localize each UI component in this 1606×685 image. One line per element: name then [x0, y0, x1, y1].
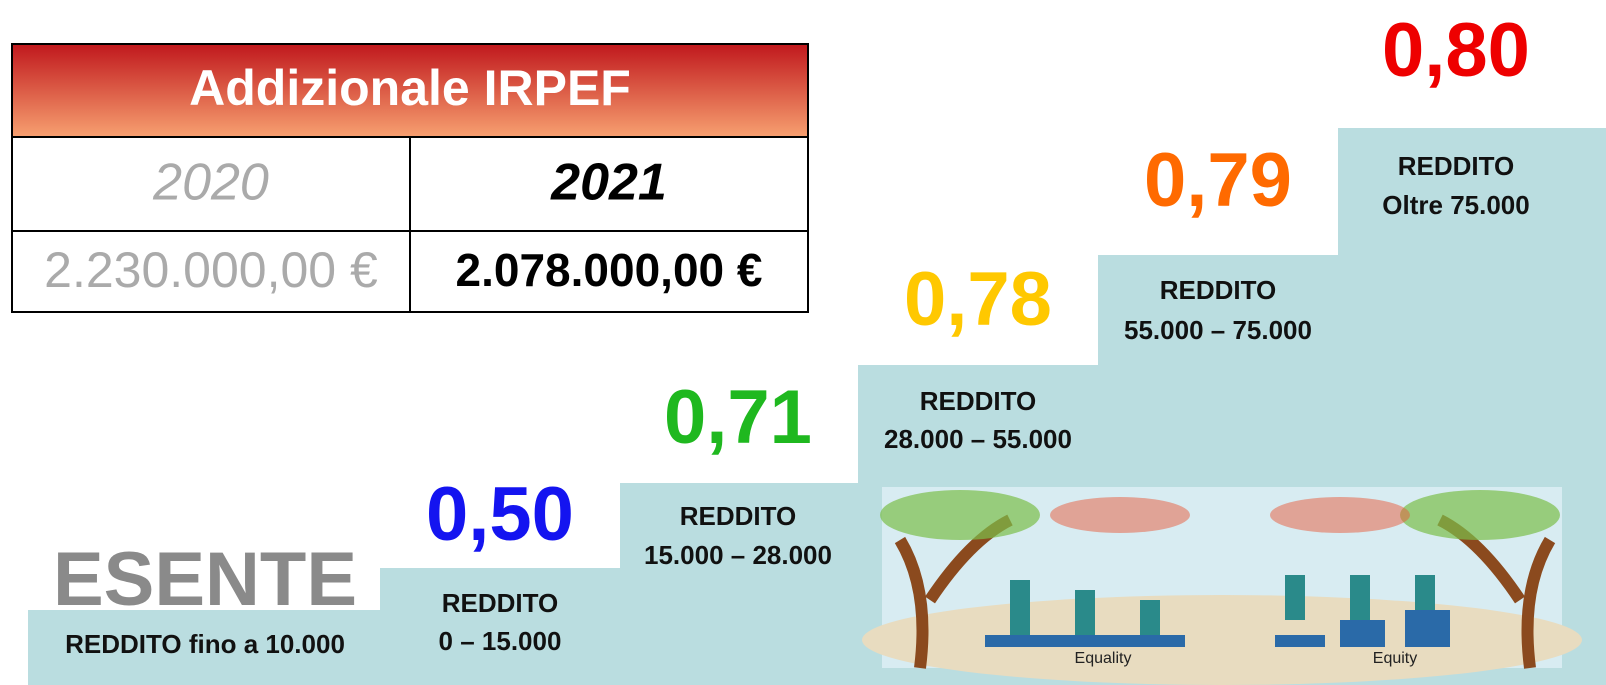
amount-2021: 2.078.000,00 € — [456, 244, 763, 296]
step-rate: 0,71 — [664, 375, 812, 460]
page: Addizionale IRPEF 2020 2021 2.230.000,00… — [0, 0, 1606, 685]
step-label: 15.000 – 28.000 — [644, 540, 832, 570]
slide: Addizionale IRPEF 2020 2021 2.230.000,00… — [0, 0, 1606, 685]
step-label: 0 – 15.000 — [439, 626, 562, 656]
step-label: REDDITO fino a 10.000 — [65, 629, 345, 659]
step-rate: 0,80 — [1382, 8, 1530, 93]
illustration-label: Equality — [1075, 650, 1132, 667]
step-label: REDDITO — [920, 386, 1037, 416]
amount-2020: 2.230.000,00 € — [44, 242, 378, 298]
step-rate: 0,79 — [1144, 138, 1292, 223]
step-label: 28.000 – 55.000 — [884, 424, 1072, 454]
year-2021: 2021 — [550, 154, 667, 212]
step-label: REDDITO — [1160, 275, 1277, 305]
illustration: Equality Equity — [862, 487, 1582, 685]
step-label: REDDITO — [680, 501, 797, 531]
step-label: Oltre 75.000 — [1382, 190, 1529, 220]
year-2020: 2020 — [152, 154, 269, 212]
step-rate: 0,50 — [426, 472, 574, 557]
step-label: 55.000 – 75.000 — [1124, 315, 1312, 345]
step-rate: ESENTE — [53, 537, 357, 622]
step-label: REDDITO — [442, 588, 559, 618]
step-rate: 0,78 — [904, 257, 1052, 342]
illustration-label: Equity — [1373, 650, 1417, 667]
table-title: Addizionale IRPEF — [189, 60, 631, 116]
step-label: REDDITO — [1398, 151, 1515, 181]
